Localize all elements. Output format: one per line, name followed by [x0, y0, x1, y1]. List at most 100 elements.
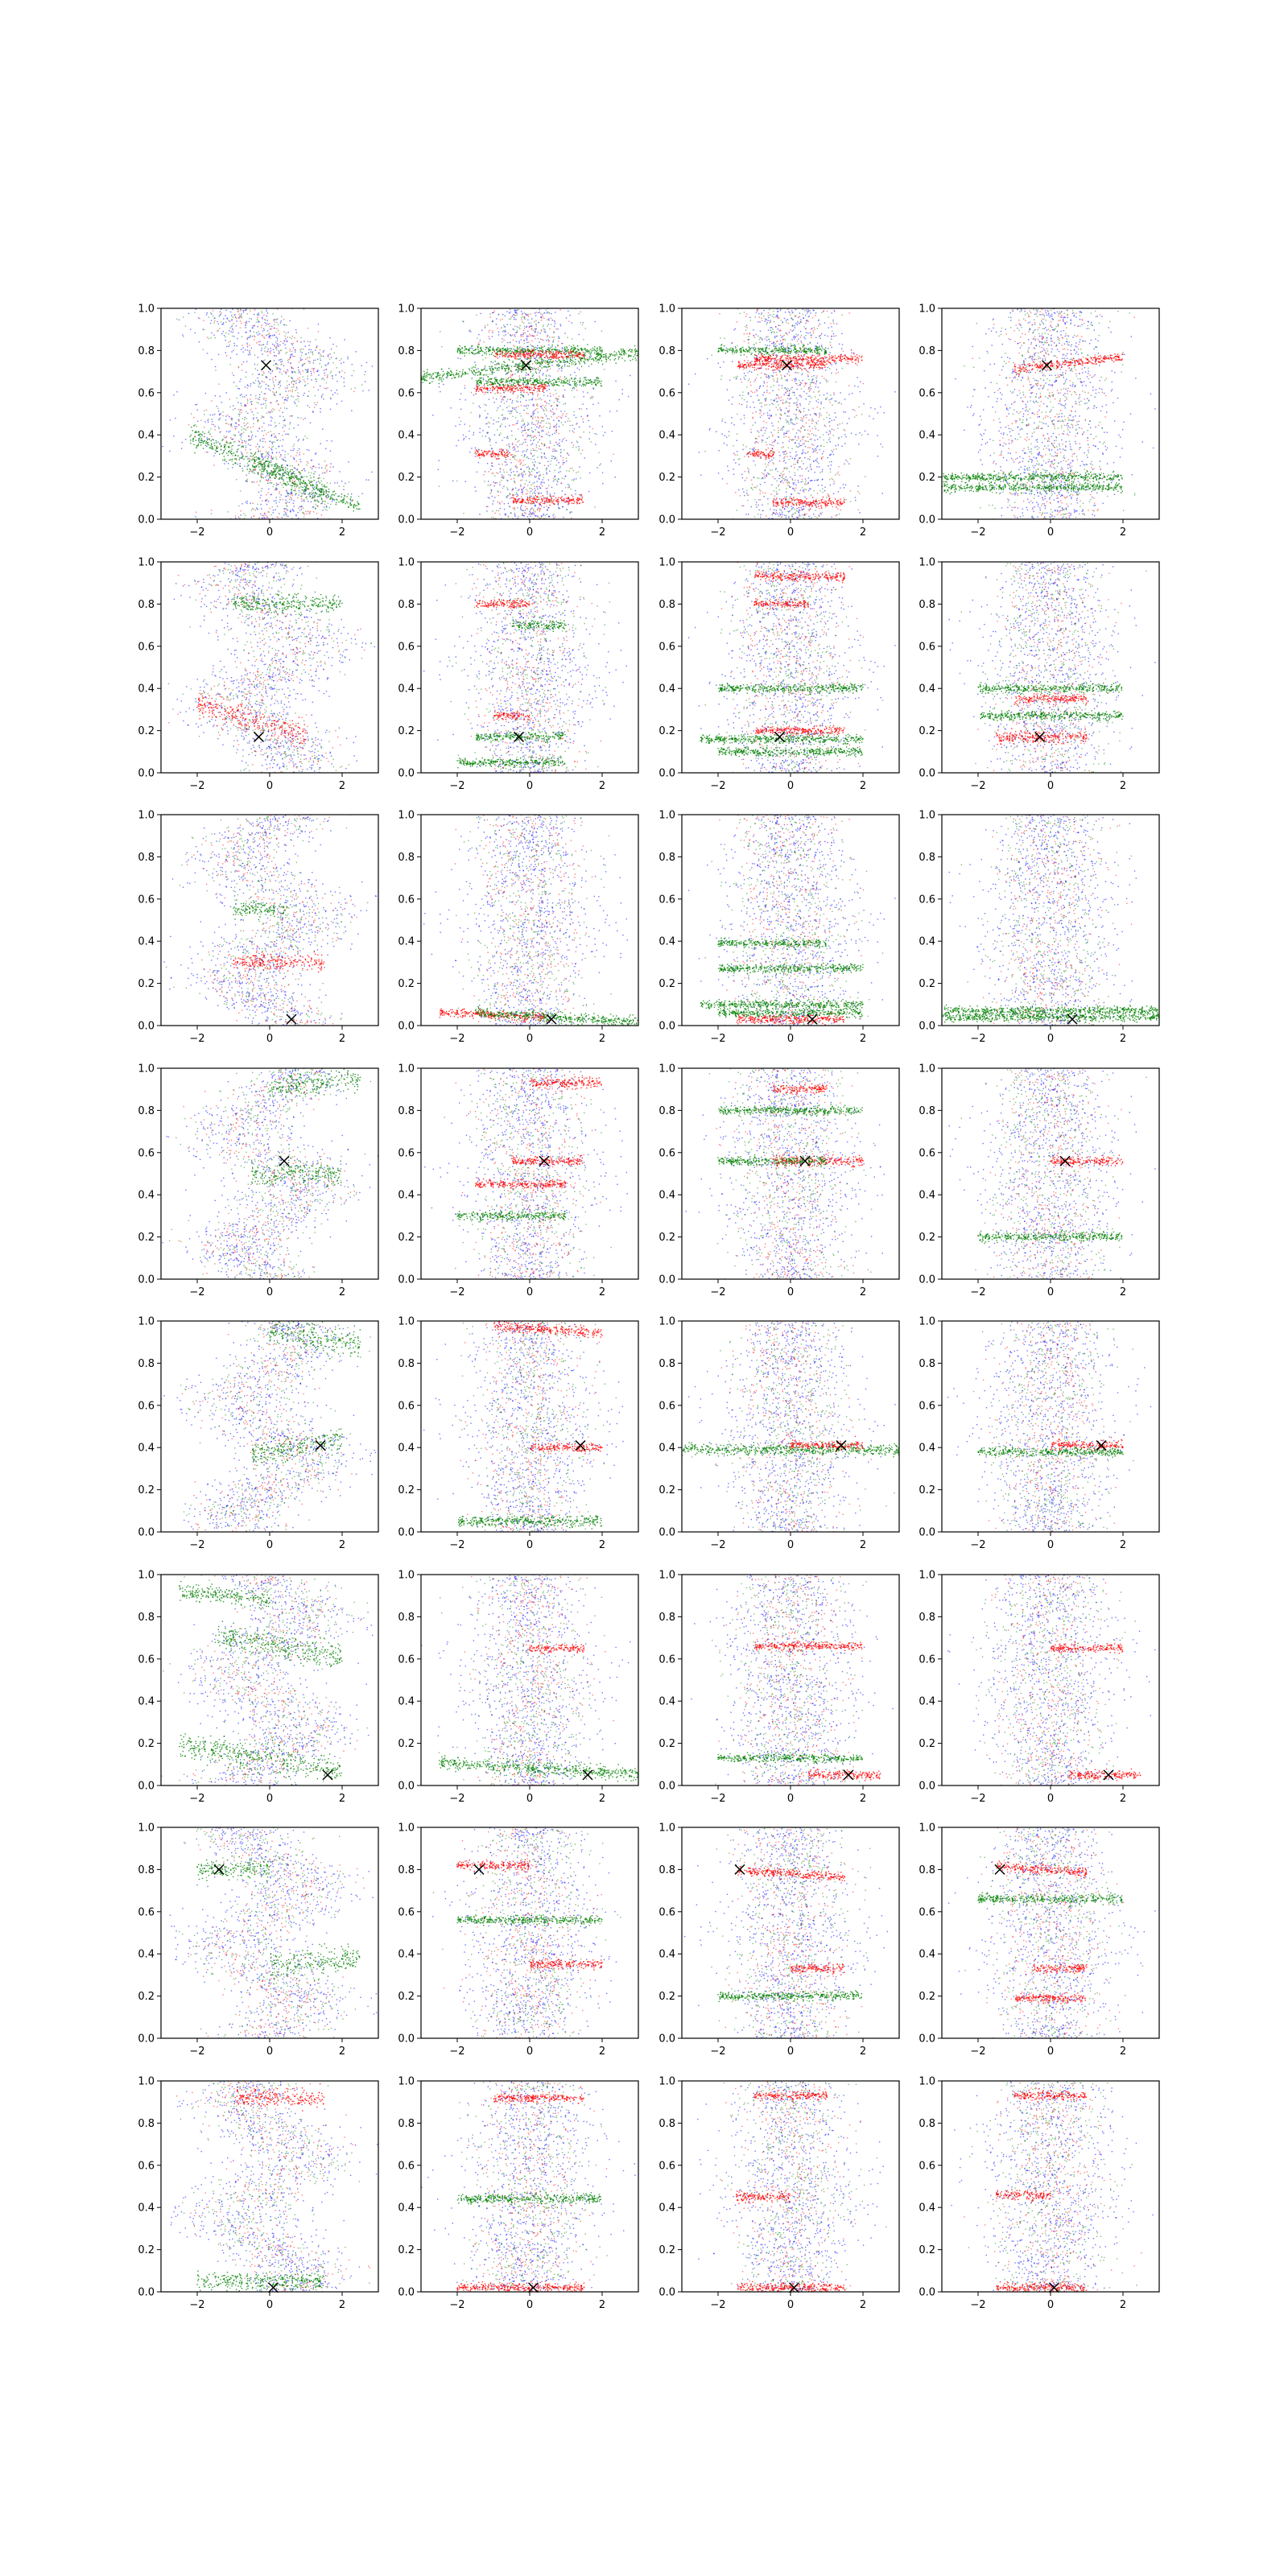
scatter-point [294, 337, 295, 338]
scatter-point [262, 459, 263, 460]
scatter-point [514, 507, 515, 508]
scatter-point [283, 508, 284, 509]
scatter-point [518, 370, 519, 371]
scatter-point [321, 514, 322, 515]
scatter-point [559, 466, 560, 467]
scatter-point [330, 409, 331, 410]
scatter-point [497, 364, 498, 365]
scatter-point [479, 416, 480, 417]
scatter-point [234, 463, 235, 464]
scatter-point [529, 488, 530, 489]
scatter-point [252, 470, 253, 471]
scatter-point [192, 430, 193, 431]
scatter-point [330, 451, 331, 452]
scatter-point [256, 456, 257, 457]
scatter-point [321, 395, 322, 396]
scatter-point [264, 430, 265, 431]
scatter-point [462, 320, 463, 321]
scatter-point [537, 395, 538, 396]
scatter-point [261, 490, 262, 491]
scatter-point [538, 420, 539, 421]
scatter-point [270, 462, 271, 463]
scatter-point [510, 319, 511, 320]
scatter-point [199, 341, 200, 342]
scatter-point [526, 336, 527, 337]
scatter-point [232, 328, 233, 329]
scatter-point [520, 401, 521, 402]
scatter-point [231, 351, 232, 352]
scatter-point [528, 423, 529, 424]
scatter-point [215, 366, 216, 367]
scatter-point [579, 408, 580, 409]
scatter-point [553, 412, 554, 413]
scatter-point [512, 407, 513, 408]
scatter-point [471, 392, 472, 393]
scatter-point [247, 339, 248, 340]
scatter-point [253, 469, 254, 470]
scatter-point [469, 426, 470, 427]
scatter-point [582, 450, 583, 451]
scatter-point [352, 364, 353, 365]
scatter-point [538, 422, 539, 423]
scatter-point [223, 331, 224, 332]
scatter-point [558, 462, 559, 463]
scatter-point [505, 396, 506, 397]
scatter-point [577, 442, 578, 443]
scatter-point [318, 331, 319, 332]
scatter-point [535, 371, 536, 372]
scatter-point [300, 496, 301, 497]
scatter-point [283, 365, 284, 366]
scatter-point [294, 381, 295, 382]
scatter-point [258, 321, 259, 322]
scatter-point [296, 388, 297, 389]
scatter-point [595, 350, 596, 351]
scatter-point [504, 503, 505, 504]
scatter-point [271, 326, 272, 327]
scatter-point [539, 370, 540, 371]
scatter-point [556, 364, 557, 365]
scatter-point [541, 427, 542, 428]
scatter-point [224, 450, 225, 451]
scatter-point [539, 309, 540, 310]
scatter-point [289, 479, 290, 480]
scatter-point [266, 344, 267, 345]
scatter-point [208, 317, 209, 318]
scatter-point [574, 372, 575, 373]
scatter-point [597, 354, 598, 355]
scatter-point [238, 517, 239, 518]
scatter-point [254, 309, 255, 310]
scatter-point [496, 318, 497, 319]
scatter-point [341, 401, 342, 402]
scatter-point [561, 370, 562, 371]
scatter-point [584, 348, 585, 349]
scatter-point [530, 496, 531, 497]
scatter-point [579, 448, 580, 449]
scatter-point [213, 322, 214, 323]
scatter-point [507, 349, 508, 350]
scatter-point [553, 384, 554, 385]
scatter-point [364, 374, 365, 375]
scatter-point [290, 511, 291, 512]
scatter-point [275, 425, 276, 426]
scatter-point [620, 353, 621, 354]
scatter-point [589, 426, 590, 427]
scatter-point [540, 364, 541, 365]
scatter-point [314, 496, 315, 497]
scatter-point [281, 494, 282, 495]
scatter-point [247, 400, 248, 401]
scatter-point [495, 377, 496, 378]
scatter-point [525, 442, 526, 443]
scatter-point [521, 317, 522, 318]
scatter-point [241, 436, 242, 437]
scatter-point [531, 437, 532, 438]
scatter-point [574, 347, 575, 348]
scatter-point [244, 396, 245, 397]
scatter-point [195, 404, 196, 405]
scatter-point [277, 340, 278, 341]
scatter-point [301, 501, 302, 502]
scatter-point [306, 476, 307, 477]
scatter-point [331, 390, 332, 391]
scatter-point [513, 328, 514, 329]
scatter-point [564, 347, 565, 348]
scatter-point [514, 516, 515, 517]
